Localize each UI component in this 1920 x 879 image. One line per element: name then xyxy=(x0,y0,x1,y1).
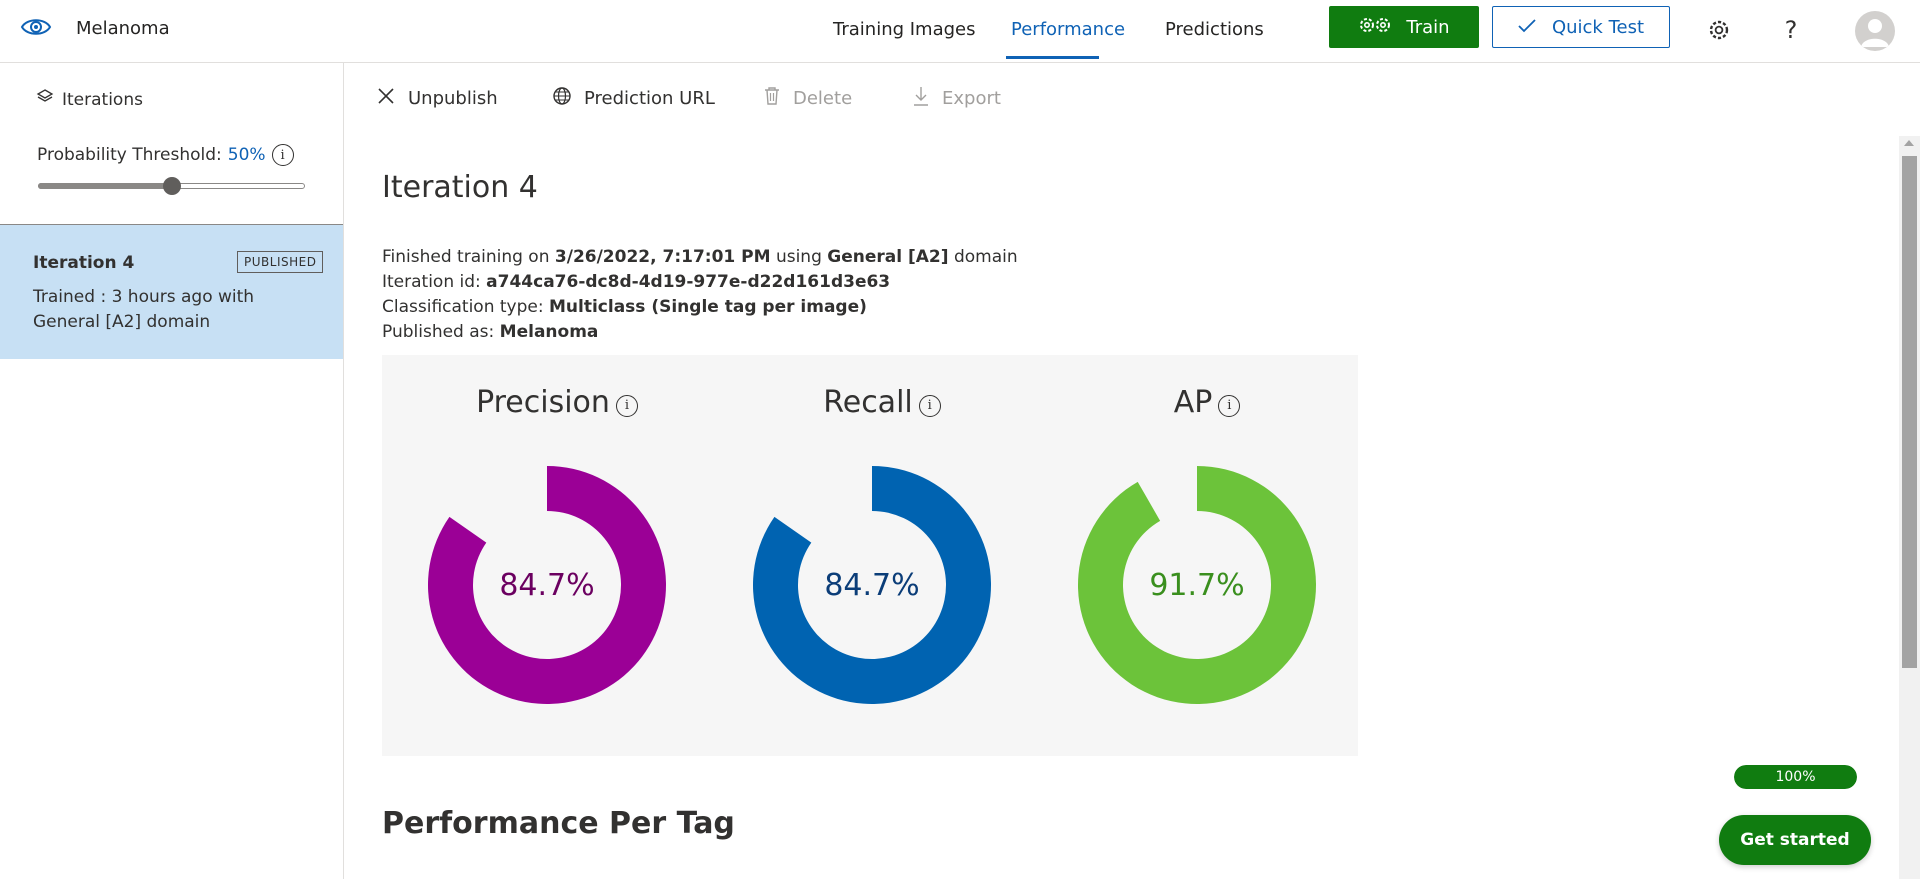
help-icon[interactable]: ? xyxy=(1784,16,1798,44)
threshold-value: 50% xyxy=(227,145,266,165)
iteration-card-title: Iteration 4 xyxy=(33,253,135,273)
finished-date: 3/26/2022, 7:17:01 PM xyxy=(554,247,771,267)
unpublish-button[interactable]: Unpublish xyxy=(376,86,498,111)
settings-gear-icon[interactable] xyxy=(1705,16,1733,44)
delete-button[interactable]: Delete xyxy=(763,86,852,111)
published-label: Published as: xyxy=(382,322,495,342)
precision-donut-chart xyxy=(428,466,666,704)
recall-metric: Recall i xyxy=(732,385,1032,420)
layers-icon xyxy=(36,88,54,111)
published-name: Melanoma xyxy=(499,322,599,342)
tab-performance[interactable]: Performance xyxy=(1011,19,1126,40)
top-header: Melanoma Training Images Performance Pre… xyxy=(0,0,1920,63)
download-icon xyxy=(912,86,930,111)
info-icon[interactable]: i xyxy=(615,394,638,417)
iterations-header[interactable]: Iterations xyxy=(36,88,143,111)
app-title[interactable]: Melanoma xyxy=(76,18,170,39)
classification-line: Classification type: Multiclass (Single … xyxy=(382,295,1018,320)
progress-fill xyxy=(1734,765,1857,789)
recall-heading: Recall i xyxy=(732,385,1032,420)
export-button[interactable]: Export xyxy=(912,86,1001,111)
iteration-card-description: Trained : 3 hours ago with General [A2] … xyxy=(33,287,255,332)
slider-fill xyxy=(38,183,172,189)
progress-pill: 100% xyxy=(1734,765,1857,789)
recall-donut-chart xyxy=(753,466,991,704)
gears-icon xyxy=(1358,15,1392,40)
tab-predictions[interactable]: Predictions xyxy=(1165,19,1264,40)
classification-label: Classification type: xyxy=(382,297,544,317)
iteration-id-line: Iteration id: a744ca76-dc8d-4d19-977e-d2… xyxy=(382,270,1018,295)
slider-thumb[interactable] xyxy=(162,177,181,195)
avatar-icon xyxy=(1861,19,1889,47)
recall-donut: 84.7% xyxy=(752,465,992,705)
performance-per-tag-heading: Performance Per Tag xyxy=(382,806,735,841)
iteration-id-label: Iteration id: xyxy=(382,272,481,292)
recall-value: 84.7% xyxy=(824,567,920,603)
trash-icon xyxy=(763,86,781,111)
info-icon[interactable]: i xyxy=(271,144,294,166)
close-icon xyxy=(376,86,396,111)
domain-suffix: domain xyxy=(953,247,1018,267)
precision-donut-arc xyxy=(428,466,666,704)
vertical-scrollbar[interactable] xyxy=(1899,136,1920,879)
prediction-url-label: Prediction URL xyxy=(584,88,715,109)
precision-metric: Precision i xyxy=(407,385,707,420)
progress-value: 100% xyxy=(1775,769,1816,785)
ap-donut: 91.7% xyxy=(1077,465,1317,705)
tab-training-images[interactable]: Training Images xyxy=(833,19,976,40)
ap-label: AP xyxy=(1173,385,1213,420)
iteration-id-value: a744ca76-dc8d-4d19-977e-d22d161d3e63 xyxy=(486,272,891,292)
precision-heading: Precision i xyxy=(407,385,707,420)
info-icon[interactable]: i xyxy=(1218,394,1241,417)
delete-label: Delete xyxy=(793,88,853,109)
ap-donut-chart xyxy=(1078,466,1316,704)
recall-label: Recall xyxy=(823,385,913,420)
export-label: Export xyxy=(942,88,1001,109)
using-text: using xyxy=(775,247,822,267)
probability-threshold: Probability Threshold: 50% i xyxy=(37,144,294,166)
ap-metric: AP i xyxy=(1057,385,1357,420)
info-icon[interactable]: i xyxy=(918,394,941,417)
scrollbar-thumb[interactable] xyxy=(1902,156,1917,668)
recall-donut-arc xyxy=(753,466,991,704)
precision-label: Precision xyxy=(476,385,610,420)
precision-donut: 84.7% xyxy=(427,465,667,705)
domain-name: General [A2] xyxy=(827,247,949,267)
ap-heading: AP i xyxy=(1057,385,1357,420)
published-badge: PUBLISHED xyxy=(237,251,324,273)
precision-value: 84.7% xyxy=(499,567,595,603)
iterations-sidebar: Iterations Probability Threshold: 50% i … xyxy=(0,63,344,879)
threshold-label: Probability Threshold: xyxy=(37,145,222,165)
classification-value: Multiclass (Single tag per image) xyxy=(549,297,867,317)
threshold-slider[interactable] xyxy=(38,173,305,197)
finished-prefix: Finished training on xyxy=(382,247,550,267)
train-button[interactable]: Train xyxy=(1329,6,1479,48)
active-tab-indicator xyxy=(1006,56,1099,59)
page-title: Iteration 4 xyxy=(382,170,538,205)
unpublish-label: Unpublish xyxy=(408,88,498,109)
get-started-button[interactable]: Get started xyxy=(1719,815,1871,865)
quick-test-button[interactable]: Quick Test xyxy=(1492,6,1670,48)
checkmark-icon xyxy=(1518,17,1536,38)
scroll-up-arrow-icon[interactable] xyxy=(1904,140,1914,146)
ap-donut-arc xyxy=(1078,466,1316,704)
prediction-url-button[interactable]: Prediction URL xyxy=(552,86,715,111)
published-line: Published as: Melanoma xyxy=(382,320,1018,345)
ap-value: 91.7% xyxy=(1149,567,1245,603)
quick-test-label: Quick Test xyxy=(1551,16,1645,38)
eye-icon[interactable] xyxy=(20,14,52,40)
train-label: Train xyxy=(1406,16,1450,38)
iteration-details: Finished training on 3/26/2022, 7:17:01 … xyxy=(382,245,1018,345)
iterations-label: Iterations xyxy=(62,89,143,110)
iteration-card[interactable]: Iteration 4 PUBLISHED Trained : 3 hours … xyxy=(0,224,343,359)
training-info-line: Finished training on 3/26/2022, 7:17:01 … xyxy=(382,245,1018,270)
metrics-panel: Precision i 84.7% Recall i 84.7% AP i 91… xyxy=(382,355,1358,756)
avatar[interactable] xyxy=(1855,11,1895,51)
globe-icon xyxy=(552,86,572,111)
